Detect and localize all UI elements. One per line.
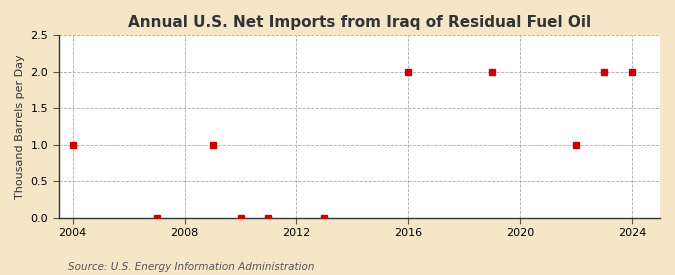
Y-axis label: Thousand Barrels per Day: Thousand Barrels per Day [15,54,25,199]
Text: Source: U.S. Energy Information Administration: Source: U.S. Energy Information Administ… [68,262,314,272]
Title: Annual U.S. Net Imports from Iraq of Residual Fuel Oil: Annual U.S. Net Imports from Iraq of Res… [128,15,591,30]
